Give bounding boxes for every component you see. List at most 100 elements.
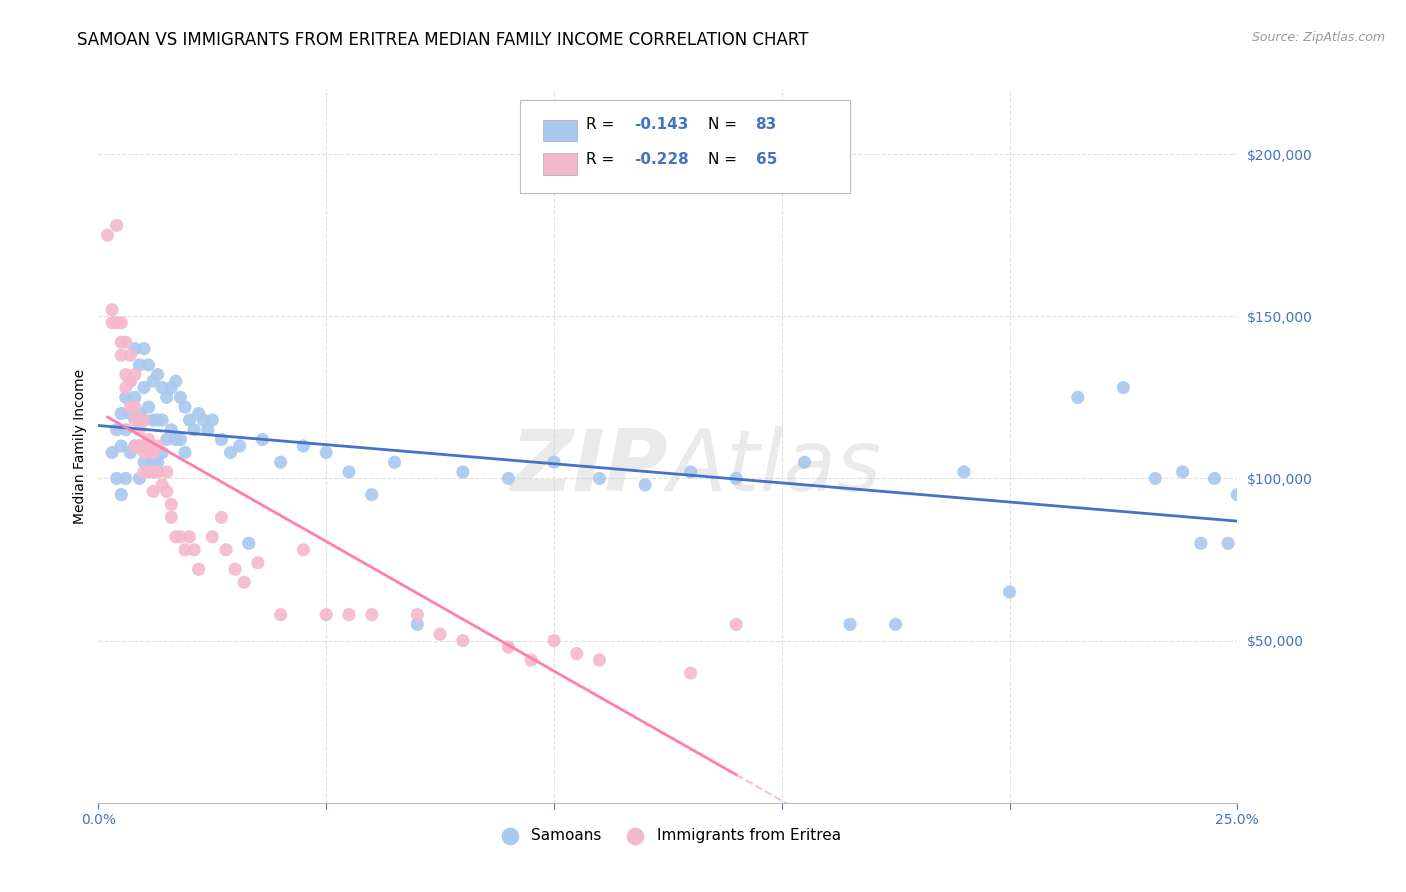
Point: [120, 374, 142, 388]
Text: R =: R =: [586, 152, 619, 167]
Point: [565, 647, 588, 661]
Point: [498, 640, 520, 654]
Text: 83: 83: [755, 118, 776, 132]
Point: [124, 400, 146, 414]
Point: [193, 413, 215, 427]
Point: [120, 400, 142, 414]
Point: [114, 390, 136, 404]
Point: [884, 617, 907, 632]
Text: Source: ZipAtlas.com: Source: ZipAtlas.com: [1251, 31, 1385, 45]
Point: [132, 413, 155, 427]
Point: [233, 575, 256, 590]
Text: N =: N =: [707, 152, 741, 167]
Point: [138, 465, 160, 479]
Point: [146, 413, 169, 427]
Point: [156, 465, 179, 479]
Point: [128, 407, 150, 421]
Point: [360, 607, 382, 622]
Point: [179, 413, 201, 427]
Point: [160, 497, 183, 511]
Point: [128, 358, 150, 372]
Point: [138, 358, 160, 372]
Point: [110, 407, 132, 421]
Point: [101, 302, 124, 317]
Point: [187, 562, 209, 576]
Point: [520, 653, 543, 667]
Point: [142, 465, 165, 479]
Point: [238, 536, 260, 550]
Point: [201, 413, 224, 427]
Point: [1218, 536, 1240, 550]
Point: [156, 390, 179, 404]
Point: [270, 455, 292, 469]
Point: [169, 530, 191, 544]
Point: [1067, 390, 1090, 404]
FancyBboxPatch shape: [520, 100, 851, 193]
Point: [101, 445, 124, 459]
Point: [165, 433, 187, 447]
Point: [451, 633, 474, 648]
Point: [725, 471, 748, 485]
Point: [270, 607, 292, 622]
Point: [128, 423, 150, 437]
Point: [292, 439, 315, 453]
Point: [138, 400, 160, 414]
Point: [1171, 465, 1194, 479]
Point: [110, 439, 132, 453]
Point: [160, 381, 183, 395]
Point: [679, 465, 702, 479]
Point: [998, 585, 1021, 599]
Point: [96, 228, 118, 243]
Point: [114, 335, 136, 350]
Point: [132, 439, 155, 453]
Point: [174, 400, 197, 414]
Point: [146, 455, 169, 469]
FancyBboxPatch shape: [543, 153, 576, 175]
Point: [110, 316, 132, 330]
Point: [169, 433, 191, 447]
Point: [114, 368, 136, 382]
Point: [142, 374, 165, 388]
Point: [197, 423, 219, 437]
Point: [1112, 381, 1135, 395]
Point: [179, 530, 201, 544]
Point: [150, 445, 173, 459]
Point: [224, 562, 246, 576]
Point: [384, 455, 406, 469]
Point: [169, 390, 191, 404]
Point: [360, 488, 382, 502]
Point: [252, 433, 274, 447]
Point: [120, 374, 142, 388]
Text: -0.228: -0.228: [634, 152, 689, 167]
Point: [209, 433, 232, 447]
Point: [150, 413, 173, 427]
Point: [105, 316, 128, 330]
Point: [132, 342, 155, 356]
Point: [183, 423, 205, 437]
Point: [543, 633, 565, 648]
Point: [588, 653, 610, 667]
Point: [132, 413, 155, 427]
Point: [215, 542, 238, 557]
Point: [105, 471, 128, 485]
Point: [634, 478, 657, 492]
Point: [146, 368, 169, 382]
Point: [138, 445, 160, 459]
Point: [209, 510, 232, 524]
Point: [120, 407, 142, 421]
Point: [150, 381, 173, 395]
Point: [839, 617, 862, 632]
Point: [105, 423, 128, 437]
Point: [128, 439, 150, 453]
Point: [110, 488, 132, 502]
Point: [114, 381, 136, 395]
Point: [543, 455, 565, 469]
Point: [124, 368, 146, 382]
Point: [201, 530, 224, 544]
Point: [146, 439, 169, 453]
Point: [120, 445, 142, 459]
Point: [132, 455, 155, 469]
Point: [124, 390, 146, 404]
Point: [315, 445, 337, 459]
Point: [124, 413, 146, 427]
